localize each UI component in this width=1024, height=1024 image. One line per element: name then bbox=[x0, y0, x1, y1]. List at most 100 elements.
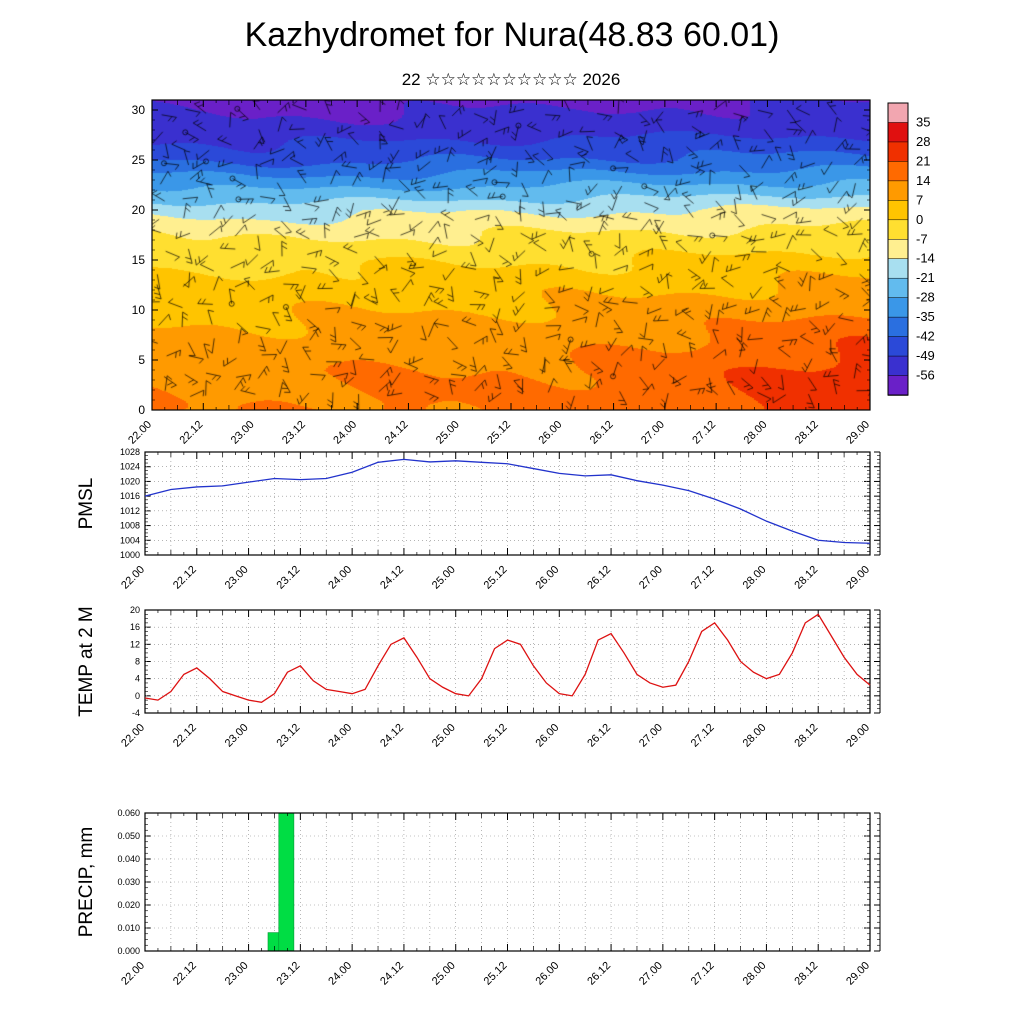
x-tick-label: 26.00 bbox=[533, 960, 561, 988]
colorbar-cell bbox=[887, 141, 909, 163]
x-tick-label: 26.00 bbox=[533, 722, 561, 750]
colorbar-cell bbox=[887, 258, 909, 279]
y-tick-label: 30 bbox=[132, 103, 146, 117]
y-tick-label: 0.020 bbox=[117, 900, 140, 910]
x-tick-label: 23.00 bbox=[223, 564, 251, 592]
x-tick-label: 23.00 bbox=[223, 722, 251, 750]
colorbar-cell bbox=[887, 316, 909, 338]
x-tick-label: 28.12 bbox=[792, 564, 820, 592]
page-title: Kazhydromet for Nura(48.83 60.01) bbox=[244, 16, 780, 54]
x-tick-label: 29.00 bbox=[844, 960, 872, 988]
y-tick-label: 0.060 bbox=[117, 808, 140, 818]
colorbar-cell bbox=[887, 122, 909, 143]
y-tick-label: 1020 bbox=[120, 476, 140, 486]
y-tick-label: 1000 bbox=[120, 550, 140, 560]
x-tick-label: 24.12 bbox=[378, 722, 406, 750]
x-tick-label: 28.12 bbox=[792, 960, 820, 988]
y-tick-label: 15 bbox=[132, 253, 146, 267]
y-tick-label: 1016 bbox=[120, 491, 140, 501]
y-tick-label: 1008 bbox=[120, 521, 140, 531]
y-tick-label: 0.050 bbox=[117, 831, 140, 841]
x-tick-label: 24.00 bbox=[326, 564, 354, 592]
colorbar-cell bbox=[887, 161, 909, 182]
colorbar-cell bbox=[887, 239, 909, 260]
init-date-subtitle: 22 ☆☆☆☆☆☆☆☆☆☆ 2026 bbox=[401, 70, 621, 89]
x-tick-label: 22.12 bbox=[171, 564, 199, 592]
x-tick-label: 25.00 bbox=[430, 564, 458, 592]
y-tick-label: -4 bbox=[132, 708, 140, 718]
colorbar-tick-label: 21 bbox=[916, 153, 930, 168]
x-tick-label: 23.12 bbox=[275, 722, 303, 750]
y-tick-label: 12 bbox=[130, 639, 140, 649]
x-tick-label: 27.12 bbox=[689, 564, 717, 592]
x-tick-label: 27.12 bbox=[689, 960, 717, 988]
colorbar-tick-label: 14 bbox=[916, 173, 930, 188]
y-tick-label: 8 bbox=[135, 657, 140, 667]
y-tick-label: 10 bbox=[132, 303, 146, 317]
x-tick-label: 24.00 bbox=[331, 419, 359, 447]
colorbar-tick-label: 35 bbox=[916, 114, 930, 129]
x-tick-label: 23.12 bbox=[275, 960, 303, 988]
x-tick-label: 25.00 bbox=[430, 960, 458, 988]
x-tick-label: 23.12 bbox=[280, 419, 308, 447]
precip-bar bbox=[267, 932, 280, 952]
colorbar-tick-label: -14 bbox=[916, 251, 935, 266]
temp-line bbox=[144, 613, 871, 703]
x-tick-label: 22.12 bbox=[171, 722, 199, 750]
colorbar-frame bbox=[887, 102, 909, 396]
x-tick-label: 28.12 bbox=[793, 419, 821, 447]
y-tick-label: 20 bbox=[130, 605, 140, 615]
colorbar-cell bbox=[887, 355, 909, 377]
x-tick-label: 24.12 bbox=[383, 419, 411, 447]
colorbar-cell bbox=[887, 277, 909, 299]
x-tick-label: 28.12 bbox=[792, 722, 820, 750]
x-tick-label: 29.00 bbox=[844, 419, 872, 447]
y-tick-label: 25 bbox=[132, 153, 146, 167]
x-tick-label: 22.00 bbox=[119, 960, 147, 988]
colorbar-tick-label: -42 bbox=[916, 329, 935, 344]
x-tick-label: 24.00 bbox=[326, 960, 354, 988]
colorbar-tick-label: -28 bbox=[916, 290, 935, 305]
precip-bar bbox=[278, 812, 295, 952]
colorbar-cell bbox=[887, 200, 909, 221]
colorbar-tick-label: -49 bbox=[916, 348, 935, 363]
colorbar-cell bbox=[887, 102, 909, 124]
colorbar-cell bbox=[887, 375, 909, 396]
panel-frame bbox=[144, 609, 871, 714]
x-tick-label: 26.00 bbox=[533, 564, 561, 592]
x-tick-label: 28.00 bbox=[741, 960, 769, 988]
x-tick-label: 28.00 bbox=[742, 419, 770, 447]
x-tick-label: 25.00 bbox=[430, 722, 458, 750]
x-tick-label: 26.12 bbox=[585, 722, 613, 750]
temp-axis-title: TEMP at 2 M bbox=[76, 606, 97, 717]
x-tick-label: 25.00 bbox=[434, 419, 462, 447]
colorbar-tick-label: -7 bbox=[916, 231, 928, 246]
x-tick-label: 22.12 bbox=[177, 419, 205, 447]
x-tick-label: 27.12 bbox=[689, 722, 717, 750]
x-tick-label: 26.12 bbox=[585, 564, 613, 592]
pmsl-axis-title: PMSL bbox=[76, 478, 97, 530]
x-tick-label: 22.12 bbox=[171, 960, 199, 988]
colorbar-cell bbox=[887, 180, 909, 202]
y-tick-label: 0 bbox=[138, 403, 145, 417]
colorbar-tick-label: 7 bbox=[916, 192, 923, 207]
y-tick-label: 0.010 bbox=[117, 923, 140, 933]
panel-frame bbox=[144, 812, 871, 952]
colorbar-tick-label: 0 bbox=[916, 212, 923, 227]
x-tick-label: 27.00 bbox=[637, 564, 665, 592]
x-tick-label: 25.12 bbox=[482, 564, 510, 592]
x-tick-label: 27.00 bbox=[639, 419, 667, 447]
x-tick-label: 22.00 bbox=[126, 419, 154, 447]
x-tick-label: 28.00 bbox=[741, 722, 769, 750]
colorbar-tick-label: -35 bbox=[916, 309, 935, 324]
y-tick-label: 16 bbox=[130, 622, 140, 632]
cross-section-canvas bbox=[152, 100, 870, 410]
y-tick-label: 20 bbox=[132, 203, 146, 217]
x-tick-label: 27.12 bbox=[690, 419, 718, 447]
x-tick-label: 25.12 bbox=[485, 419, 513, 447]
y-tick-label: 0.030 bbox=[117, 877, 140, 887]
y-tick-label: 1024 bbox=[120, 462, 140, 472]
y-tick-label: 1004 bbox=[120, 535, 140, 545]
x-tick-label: 22.00 bbox=[119, 722, 147, 750]
